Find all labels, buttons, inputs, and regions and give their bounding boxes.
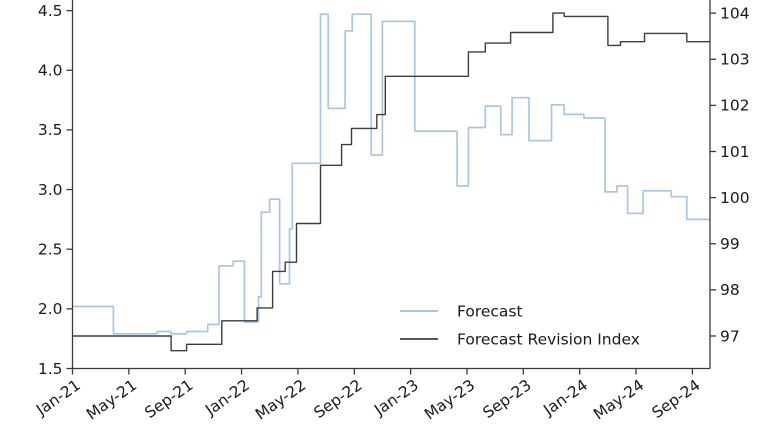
right-axis-tick-label: 103 <box>720 51 750 69</box>
x-axis-tick-label: May-24 <box>590 376 647 423</box>
left-axis-tick-label: 4.0 <box>38 62 63 80</box>
right-axis-tick-label: 101 <box>720 143 750 161</box>
x-axis-tick-label: Jan-23 <box>370 376 421 420</box>
left-axis-tick-label: 3.5 <box>38 121 63 139</box>
right-axis-tick-label: 104 <box>720 4 750 22</box>
x-axis-tick-label: Jan-24 <box>540 376 591 420</box>
x-axis-tick-label: May-23 <box>421 376 478 423</box>
left-axis-tick-label: 2.5 <box>38 240 63 258</box>
left-axis-tick-label: 3.0 <box>38 181 63 199</box>
x-axis-tick-label: Sep-22 <box>311 376 366 422</box>
x-axis-tick-label: Sep-23 <box>480 376 535 422</box>
right-axis-tick-label: 99 <box>720 235 740 253</box>
x-axis-tick-label: May-22 <box>252 376 309 423</box>
left-axis-tick-label: 2.0 <box>38 300 63 318</box>
right-axis-tick-label: 97 <box>720 327 740 345</box>
x-axis-tick-label: Sep-21 <box>142 376 197 422</box>
left-axis-tick-label: 1.5 <box>38 360 63 378</box>
right-axis-tick-label: 102 <box>720 97 750 115</box>
legend-label: Forecast Revision Index <box>457 331 640 349</box>
x-axis-tick-label: Jan-21 <box>32 376 83 420</box>
right-axis-tick-label: 100 <box>720 189 750 207</box>
x-axis-tick-label: Sep-24 <box>649 376 704 422</box>
forecast-revision-index-line <box>72 12 710 352</box>
x-axis-tick-label: May-21 <box>83 376 140 423</box>
left-axis-tick-label: 4.5 <box>38 2 63 20</box>
legend-label: Forecast <box>457 303 523 321</box>
forecast-line <box>72 13 710 335</box>
x-axis-tick-label: Jan-22 <box>201 376 252 420</box>
right-axis-tick-label: 98 <box>720 281 740 299</box>
